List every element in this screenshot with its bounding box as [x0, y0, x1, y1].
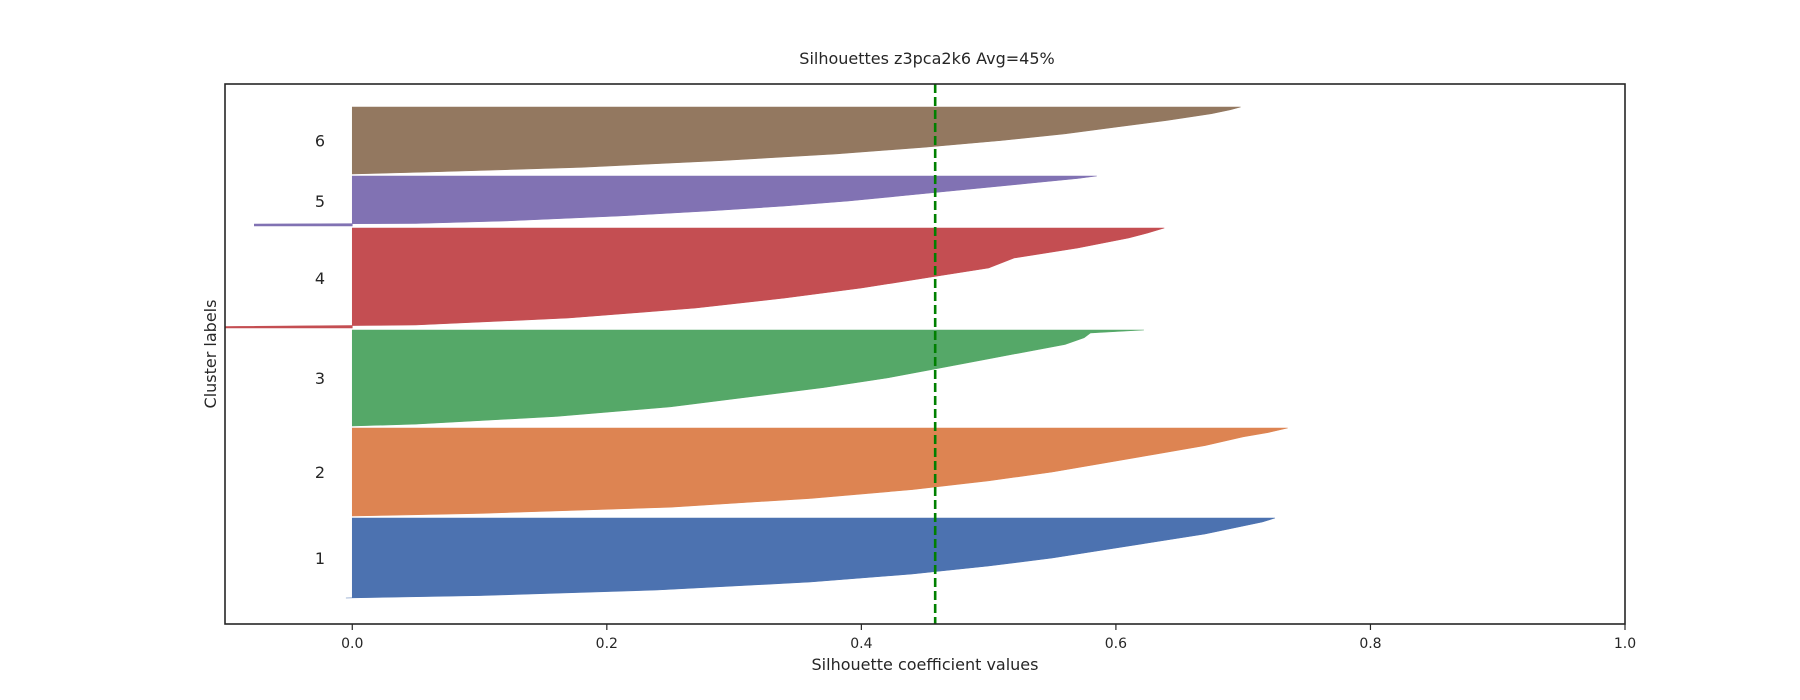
axes-frame — [224, 83, 1626, 625]
x-tick-label: 0.8 — [1359, 636, 1381, 652]
silhouette-band-cluster-2 — [351, 427, 1288, 517]
silhouette-band-cluster-6 — [351, 106, 1241, 175]
cluster-label-4: 4 — [315, 269, 325, 288]
x-axis-ticks: 0.0 0.2 0.4 0.6 0.8 1.0 — [341, 624, 1636, 652]
x-axis-label: Silhouette coefficient values — [812, 655, 1039, 674]
cluster-label-2: 2 — [315, 463, 325, 482]
x-tick-label: 1.0 — [1614, 636, 1636, 652]
cluster-label-3: 3 — [315, 369, 325, 388]
cluster-labels: 1 2 3 4 5 6 — [315, 132, 325, 569]
x-tick-label: 0.6 — [1105, 636, 1127, 652]
silhouette-band-cluster-3 — [351, 329, 1144, 427]
x-tick-label: 0.0 — [341, 636, 363, 652]
x-tick-label: 0.2 — [596, 636, 618, 652]
cluster-label-5: 5 — [315, 192, 325, 211]
chart-title: Silhouettes z3pca2k6 Avg=45% — [799, 49, 1054, 68]
silhouette-band-cluster-4 — [224, 227, 1165, 329]
plot-area — [224, 106, 1288, 599]
y-axis-label: Cluster labels — [201, 300, 220, 409]
cluster-label-6: 6 — [315, 132, 325, 151]
x-tick-label: 0.4 — [850, 636, 872, 652]
silhouette-band-cluster-5 — [254, 175, 1097, 227]
cluster-label-1: 1 — [315, 549, 325, 568]
silhouette-band-cluster-1 — [345, 517, 1276, 599]
